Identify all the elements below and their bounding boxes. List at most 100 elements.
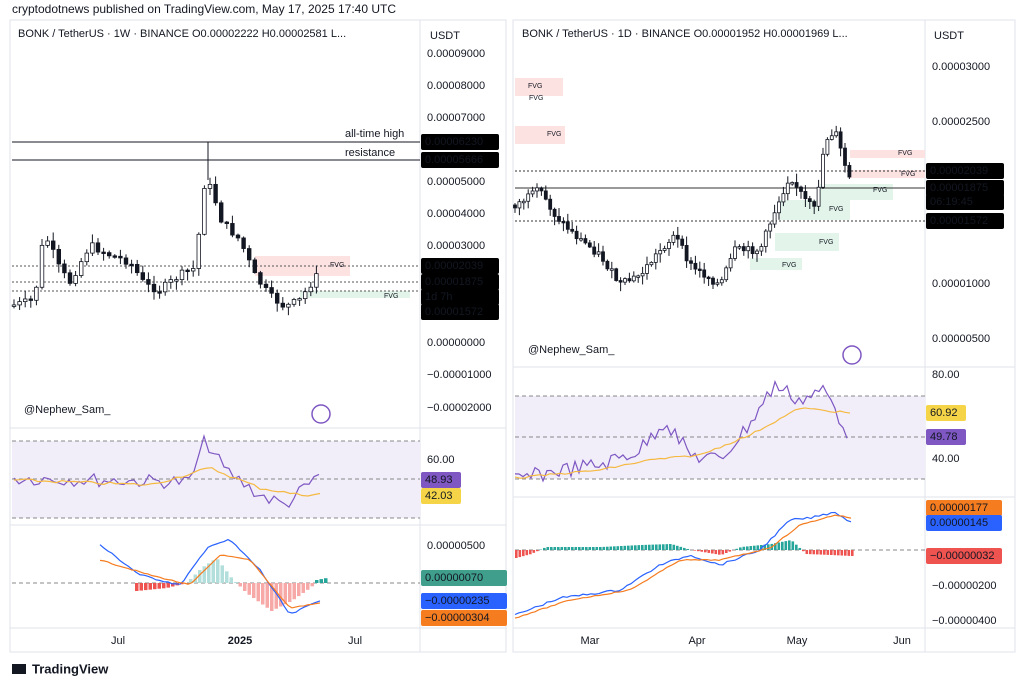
macd-hist — [844, 550, 847, 556]
candle-body — [579, 238, 583, 241]
macd-axis-label: 0.00000500 — [427, 540, 485, 552]
candle-body — [17, 301, 22, 306]
candle-body — [79, 261, 84, 276]
price-tag — [421, 472, 461, 488]
macd-hist — [812, 550, 816, 555]
price-axis-label: −0.00001000 — [427, 369, 492, 381]
currency: USDT — [934, 30, 964, 42]
macd-hist — [256, 583, 260, 602]
candle-body — [847, 165, 852, 178]
price-tag-label: 0.00000145 — [930, 517, 988, 529]
macd-hist — [270, 583, 274, 611]
candle-body — [706, 276, 711, 280]
candle-body — [733, 246, 737, 259]
fvg-zone — [750, 258, 802, 270]
macd-hist — [189, 579, 193, 583]
price-tag-label: 0.00001875 — [930, 182, 988, 194]
candle-body — [772, 212, 777, 225]
candle-body — [719, 279, 724, 284]
candle-body — [834, 131, 839, 137]
candle-body — [196, 233, 201, 269]
candle-body — [838, 131, 843, 149]
candle-body — [662, 248, 667, 251]
candle-body — [790, 182, 795, 185]
macd-hist — [627, 545, 630, 550]
candle-body — [543, 190, 548, 200]
candle-body — [649, 261, 654, 266]
macd-hist — [162, 583, 166, 589]
macd-hist — [518, 550, 522, 558]
macd-hist — [763, 544, 767, 550]
candle-body — [821, 153, 825, 188]
macd-hist — [637, 545, 641, 550]
macd-hist — [153, 583, 157, 590]
macd-hist — [830, 550, 833, 555]
macd-hist — [837, 550, 840, 556]
candle-body — [825, 139, 830, 155]
candle-body — [269, 287, 274, 294]
price-tag-label: 0.00001875 — [425, 276, 483, 288]
candle-body — [689, 260, 693, 264]
candle-body — [213, 183, 218, 204]
macd-hist — [683, 547, 686, 550]
price-axis-label: 0.00008000 — [427, 80, 485, 92]
fvg-label: FVG — [819, 239, 833, 246]
rsi-line — [514, 379, 848, 483]
fvg-zone — [780, 200, 850, 220]
icon — [842, 345, 862, 365]
macd-hist — [823, 550, 826, 555]
macd-hist — [753, 545, 756, 550]
candle-body — [517, 201, 522, 209]
candle-body — [302, 291, 308, 300]
candle-body — [539, 187, 544, 192]
price-tag-label: 0.00001572 — [425, 306, 483, 318]
candle-body — [728, 258, 733, 269]
candle-body — [258, 272, 263, 285]
candle-body — [297, 298, 302, 301]
right-panel — [512, 19, 1016, 653]
price-tag — [421, 570, 507, 586]
price-tag — [926, 163, 1004, 179]
candle-body — [134, 264, 140, 274]
signal-line — [514, 514, 852, 619]
fvg-label: FVG — [898, 150, 912, 157]
candle-body — [763, 230, 768, 247]
macd-hist — [826, 550, 830, 555]
macd-hist — [599, 547, 602, 550]
macd-hist — [578, 547, 581, 550]
macd-hist — [543, 547, 546, 550]
macd-hist — [788, 540, 791, 550]
candle-body — [39, 244, 45, 288]
brand: TradingView — [32, 661, 109, 676]
macd-hist — [718, 550, 721, 555]
time-axis-label: Jul — [348, 635, 362, 647]
macd-hist — [662, 544, 665, 550]
candle-body — [45, 240, 50, 246]
macd-hist — [588, 547, 592, 550]
macd-hist — [274, 583, 278, 609]
candle-body — [561, 220, 566, 224]
currency: USDT — [430, 30, 460, 42]
candle-body — [67, 272, 73, 284]
candle-body — [605, 260, 610, 270]
price-axis-label: 0.00007000 — [427, 112, 485, 124]
macd-hist — [704, 550, 707, 553]
macd-hist — [220, 565, 224, 583]
candle-body — [207, 183, 213, 189]
macd-axis-label: −0.00000200 — [932, 580, 997, 592]
candle-body — [741, 246, 746, 252]
macd-hist — [767, 544, 770, 550]
fvg-zone — [515, 78, 563, 96]
macd-hist — [564, 547, 567, 550]
candle-body — [587, 242, 592, 248]
macd-line — [514, 511, 852, 616]
macd-hist — [297, 583, 301, 597]
candle-body — [235, 234, 241, 239]
time-axis-label: Jun — [893, 635, 911, 647]
macd-hist — [697, 550, 700, 552]
candle-body — [73, 275, 78, 284]
macd-hist — [784, 541, 788, 550]
price-axis-label: 0.00003000 — [427, 240, 485, 252]
fvg-label: FVG — [829, 206, 843, 213]
